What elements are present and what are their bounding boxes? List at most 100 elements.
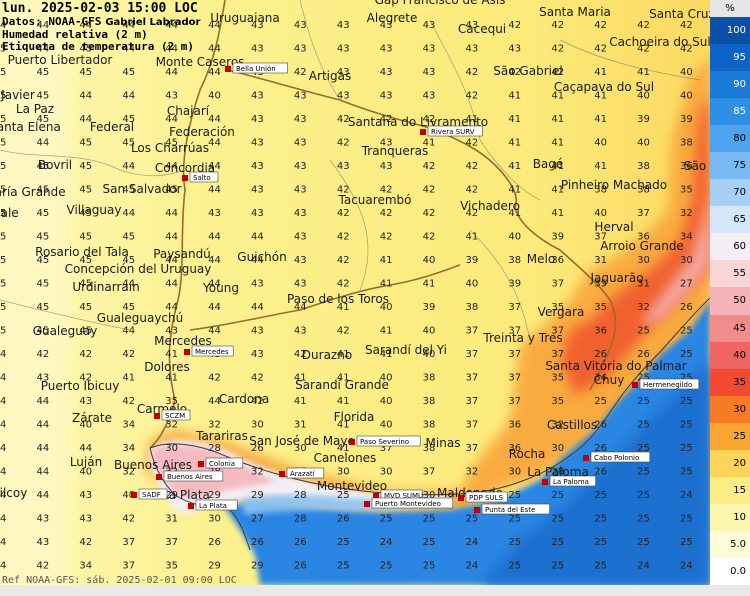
temperature-value: 28 [294,490,307,501]
station-marker[interactable]: Colonia [198,457,244,469]
legend-level: 55 [710,260,750,288]
station-marker[interactable]: Salto [182,171,219,183]
temperature-value: 40 [594,208,607,219]
temperature-value: 42 [337,185,350,196]
temperature-value: 36 [680,161,693,172]
temperature-value: 45 [79,279,92,290]
station-marker[interactable]: SCZM [154,409,191,421]
temperature-value: 25 [637,326,650,337]
temperature-value: 45 [79,232,92,243]
legend-level: 90 [710,71,750,99]
place-label: Buenos Aires [114,458,192,472]
temperature-value: 42 [337,279,350,290]
author-name: Gabriel Labrador [105,17,201,28]
station-label: Hermenegildo [643,381,692,389]
temperature-value: 37 [551,349,564,360]
temperature-value: 41 [508,114,521,125]
temperature-value: 27 [251,514,264,525]
station-marker[interactable]: PDP SULS [458,491,508,503]
temperature-value: 44 [0,561,6,572]
temperature-value: 43 [251,279,264,290]
station-marker[interactable]: Mercedes [184,345,234,357]
temperature-value: 41 [423,279,436,290]
temperature-value: 43 [37,373,50,384]
station-label: Rivera SURV [431,128,475,136]
place-label: Guichón [237,250,286,264]
station-label-box [427,125,483,137]
station-marker[interactable]: Paso Severino [349,435,421,447]
temperature-value: 40 [466,279,479,290]
station-marker[interactable]: Buenos Aires [156,470,224,482]
temperature-value: 34 [79,561,92,572]
station-dot [364,501,370,507]
station-marker[interactable]: Cabo Polonio [583,451,651,463]
plata-blue [240,494,440,515]
temperature-value: 42 [380,114,393,125]
station-label: SADF [142,491,161,499]
temperature-value: 34 [680,232,693,243]
temperature-value: 40 [423,326,436,337]
temperature-value: 25 [680,514,693,525]
station-marker[interactable]: Rivera SURV [420,125,483,137]
station-marker[interactable]: La Paloma [542,475,596,487]
temperature-value: 36 [594,326,607,337]
temperature-value: 24 [680,490,693,501]
station-label: La Paloma [553,478,589,486]
temperature-value: 44 [165,44,178,55]
temperature-value: 35 [594,302,607,313]
temperature-value: 37 [594,232,607,243]
temperature-value: 44 [165,161,178,172]
temperature-value: 24 [466,537,479,548]
temperature-value: 44 [208,138,221,149]
temperature-value: 29 [208,490,221,501]
legend-level: 0.0 [710,557,750,585]
temperature-value: 44 [251,232,264,243]
temperature-value: 40 [208,91,221,102]
place-label: Vergara [538,305,585,319]
station-marker[interactable]: La Plata [188,499,238,511]
temperature-value: 41 [337,373,350,384]
temperature-value: 41 [551,138,564,149]
temperature-value: 45 [122,302,135,313]
temperature-value: 40 [380,302,393,313]
temperature-value: 45 [37,161,50,172]
place-labels: Gap Francisco de Asis Uruguaiana Alegrete C… [0,0,710,502]
temperature-value: 25 [551,514,564,525]
temperature-value: 43 [79,396,92,407]
temperature-value: 25 [637,373,650,384]
temperature-value: 25 [594,396,607,407]
temperature-value: 43 [337,161,350,172]
station-dot [131,492,137,498]
temperature-value: 43 [380,67,393,78]
place-label: Bagé [533,157,564,171]
temperature-value: 30 [165,443,178,454]
temperature-value: 44 [208,67,221,78]
place-label: Arroio Grande [600,239,684,253]
temperature-value: 45 [37,91,50,102]
station-label: Paso Severino [360,438,409,446]
station-marker[interactable]: Puerto Montevideo [364,497,454,509]
temperature-value: 45 [165,185,178,196]
place-label: Cacequi [458,22,506,36]
temperature-value: 43 [294,91,307,102]
temperature-value: 26 [637,349,650,360]
temperature-value: 37 [122,537,135,548]
station-marker[interactable]: Punta del Este [474,503,550,515]
temperature-value: 42 [337,114,350,125]
station-marker[interactable]: Bella Unión [225,62,288,74]
river [429,19,541,201]
temperature-value: 42 [423,114,436,125]
temperature-value: 41 [594,91,607,102]
temperature-value: 44 [122,326,135,337]
temperature-value: 25 [680,537,693,548]
station-marker[interactable]: Hermenegildo [632,378,700,390]
temperature-value: 42 [122,396,135,407]
station-marker[interactable]: Arazatí [279,467,325,479]
temperature-value: 39 [637,114,650,125]
temperature-value: 43 [423,44,436,55]
station-dot [156,474,162,480]
station-marker[interactable]: SADF [131,488,168,500]
temperature-value: 28 [294,514,307,525]
temperature-value: 44 [165,20,178,31]
bottom-scrollbar[interactable] [0,585,750,596]
